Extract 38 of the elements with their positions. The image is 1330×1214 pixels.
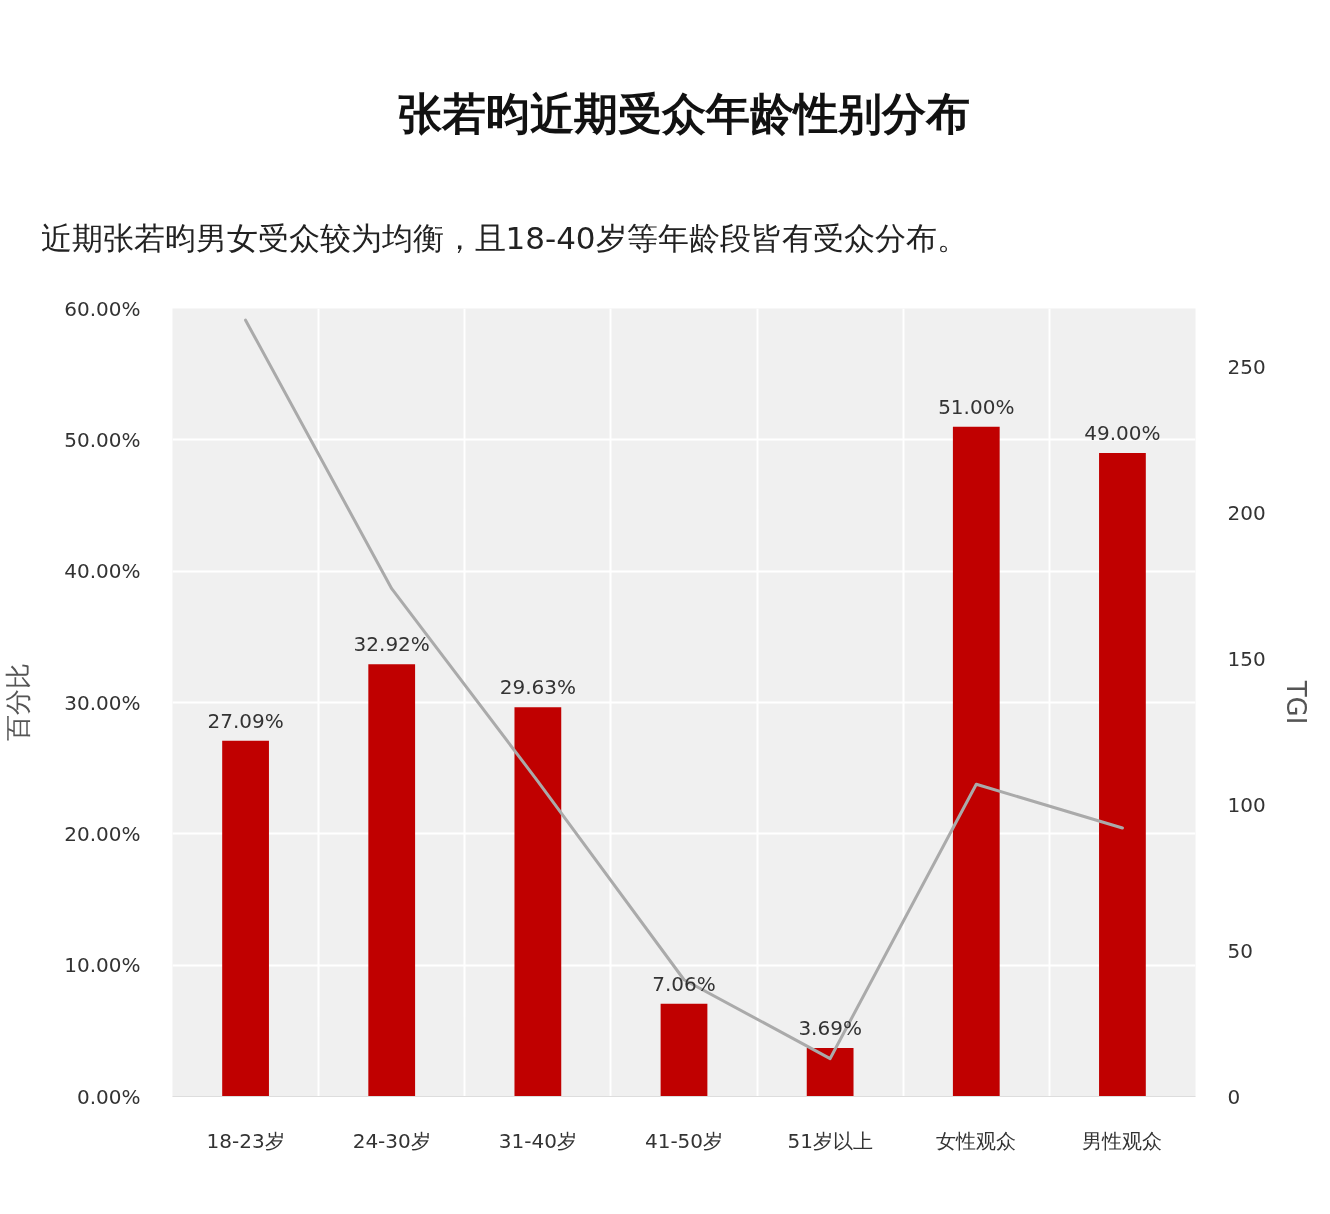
y-tick-label: 30.00% — [64, 690, 141, 715]
data-label: 32.92% — [353, 632, 430, 657]
y-axis-title: 百分比 — [3, 663, 34, 742]
x-tick-label: 18-23岁 — [206, 1128, 285, 1153]
chart-title: 张若昀近期受众年龄性别分布 — [398, 87, 970, 139]
y2-tick-label: 250 — [1227, 354, 1266, 379]
y-tick-label: 50.00% — [64, 427, 141, 452]
y2-tick-label: 100 — [1227, 792, 1266, 817]
y-tick-label: 40.00% — [64, 559, 141, 584]
y2-tick-label: 150 — [1227, 646, 1266, 671]
data-label: 7.06% — [652, 971, 716, 996]
y-tick-label: 10.00% — [64, 953, 141, 978]
bar — [660, 1003, 708, 1097]
data-label: 51.00% — [938, 394, 1015, 419]
y2-tick-label: 50 — [1227, 938, 1253, 963]
bar — [952, 426, 1000, 1097]
y2-tick-label: 0 — [1227, 1084, 1241, 1109]
x-tick-label: 男性观众 — [1082, 1128, 1163, 1153]
bar — [1099, 452, 1146, 1097]
y-tick-label: 60.00% — [64, 296, 141, 321]
bar — [514, 707, 562, 1097]
data-label: 3.69% — [798, 1016, 862, 1041]
x-tick-label: 24-30岁 — [352, 1128, 431, 1153]
x-tick-label: 女性观众 — [936, 1128, 1017, 1153]
y2-axis-title: TGI — [1280, 679, 1311, 725]
y-tick-label: 0.00% — [76, 1084, 141, 1109]
data-label: 49.00% — [1084, 420, 1161, 445]
data-label: 29.63% — [499, 675, 576, 700]
y2-tick-label: 200 — [1227, 500, 1266, 525]
data-label: 27.09% — [207, 708, 284, 733]
x-tick-label: 31-40岁 — [498, 1128, 577, 1153]
bar — [222, 740, 269, 1097]
y-tick-label: 20.00% — [64, 821, 141, 846]
x-tick-label: 41-50岁 — [644, 1128, 724, 1153]
bar — [806, 1048, 854, 1097]
bar — [368, 664, 416, 1097]
x-tick-label: 51岁以上 — [787, 1128, 873, 1153]
chart-subtitle: 近期张若昀男女受众较为均衡，且18-40岁等年龄段皆有受众分布。 — [40, 220, 968, 256]
